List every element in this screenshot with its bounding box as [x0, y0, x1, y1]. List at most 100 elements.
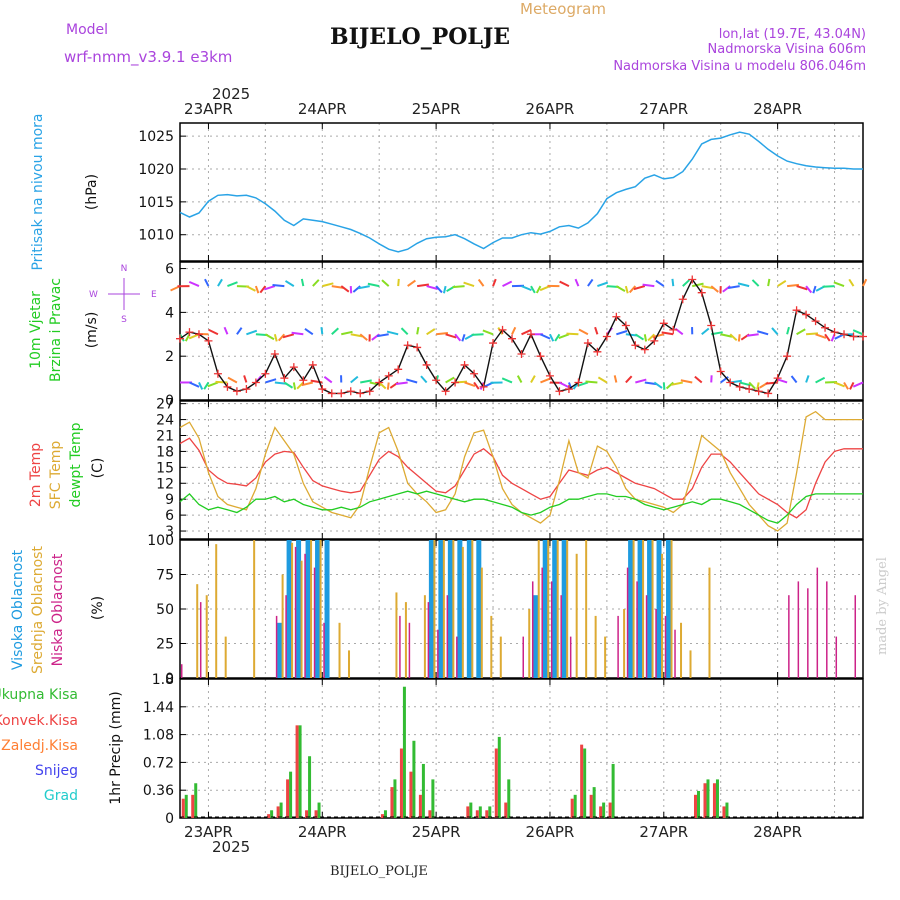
wind-arrow: [805, 375, 810, 383]
wind-arrow: [635, 378, 647, 384]
wind-arrow: [386, 382, 390, 390]
wind-speed-marker: [650, 336, 659, 345]
wind-arrow: [284, 280, 295, 287]
wind-arrow: [272, 283, 285, 288]
pressure-unit: (hPa): [84, 174, 100, 210]
wind-arrow: [296, 381, 305, 390]
temp-axis-title: 2m Temp: [28, 443, 44, 507]
cloud-bar: [552, 540, 558, 678]
wind-speed-marker: [821, 323, 830, 332]
wind-speed-marker: [261, 369, 270, 378]
panel-frame: [179, 539, 864, 679]
wind-arrow: [215, 380, 228, 384]
wind-arrow: [643, 334, 648, 342]
precip-total-bar: [488, 806, 492, 818]
wind-arrow: [787, 283, 800, 288]
cloud-bar: [816, 567, 819, 678]
cloud-bar: [547, 540, 550, 678]
wind-speed-marker: [327, 389, 336, 398]
wind-arrow: [662, 382, 666, 390]
panel-frame: [179, 261, 864, 401]
wind-arrow: [585, 380, 598, 384]
wind-arrow: [227, 376, 238, 384]
cloud-bar: [537, 540, 540, 678]
precip-total-bar: [507, 779, 511, 818]
y-tick-label: 6: [165, 508, 174, 524]
wind-arrow: [436, 332, 449, 336]
cloud-bar: [560, 595, 562, 678]
y-tick-label: 0: [165, 671, 174, 687]
cloud-bar: [656, 540, 662, 678]
precip-conv-bar: [181, 798, 185, 818]
precip-conv-bar: [276, 806, 280, 818]
cloud-bar: [651, 540, 654, 678]
wind-arrow: [320, 326, 324, 335]
cloud-bar: [446, 595, 449, 678]
wind-arrow: [464, 381, 476, 388]
series-layer: [170, 131, 868, 818]
wind-speed-marker: [745, 385, 754, 394]
wind-arrow: [540, 377, 551, 384]
wind-arrow: [624, 285, 629, 294]
wind-arrow: [786, 326, 790, 335]
precip-conv-bar: [475, 810, 479, 818]
wind-arrow: [300, 278, 305, 287]
wind-speed-marker: [621, 321, 630, 330]
wind-arrow: [834, 381, 845, 388]
wind-arrow: [516, 375, 523, 383]
cloud-bar: [680, 622, 683, 678]
y-tick-label: 6: [165, 262, 174, 278]
precip-conv-bar: [589, 794, 593, 818]
cloud-bar: [594, 615, 597, 678]
wind-arrow: [796, 285, 808, 291]
cloud-bar: [531, 581, 534, 678]
wind-arrow: [291, 331, 304, 336]
wind-arrow: [207, 381, 219, 388]
cloud-bar: [655, 609, 657, 678]
wind-arrow: [282, 333, 295, 339]
wind-speed-marker: [422, 360, 431, 369]
wind-arrow: [359, 333, 368, 341]
wind-arrow: [381, 279, 390, 287]
cloud-bar: [674, 629, 676, 678]
cloud-bar: [636, 581, 638, 678]
wind-speed-marker: [223, 382, 232, 391]
wind-arrow: [729, 333, 738, 342]
cloud-bar: [324, 540, 330, 678]
wind-speed-marker: [735, 382, 744, 391]
cloud-bar: [490, 615, 493, 678]
panels: [179, 122, 864, 819]
y-tick-label: 1010: [138, 228, 174, 244]
wind-arrow: [263, 285, 276, 291]
cloud-bar: [617, 615, 619, 678]
panel-clouds: [179, 539, 864, 679]
precip-conv-bar: [466, 806, 470, 818]
cloud-bar: [566, 540, 569, 678]
cloud-bar: [461, 546, 464, 678]
wind-speed-marker: [564, 385, 573, 394]
precip-conv-bar: [314, 810, 318, 818]
wind-arrow: [848, 278, 855, 287]
wind-speed-marker: [470, 369, 479, 378]
wind-speed-marker: [840, 330, 849, 339]
precip-total-bar: [725, 802, 729, 818]
wind-speed-marker: [441, 387, 450, 396]
precip-total-bar: [279, 802, 283, 818]
cloud-bar: [199, 602, 202, 678]
cloud-bar: [556, 540, 559, 678]
wind-arrow: [739, 381, 751, 387]
cloud-bar: [408, 622, 411, 678]
station-title: BIJELO_POLJE: [330, 24, 510, 50]
panel-frame: [179, 678, 864, 819]
wind-arrow: [367, 282, 380, 288]
precip-conv-bar: [504, 802, 508, 818]
low-cloud-title: Niska Oblacnost: [50, 553, 66, 666]
precip-total-bar: [421, 763, 425, 818]
y-tick-label: 100: [147, 533, 174, 549]
wind-axis-title: 10m Vjetar: [28, 291, 44, 369]
cloud-bar: [670, 540, 673, 678]
compass-n: N: [121, 264, 128, 274]
precip-total-bar: [270, 810, 274, 818]
wind-speed-marker: [432, 376, 441, 385]
wind-speed-marker: [337, 389, 346, 398]
